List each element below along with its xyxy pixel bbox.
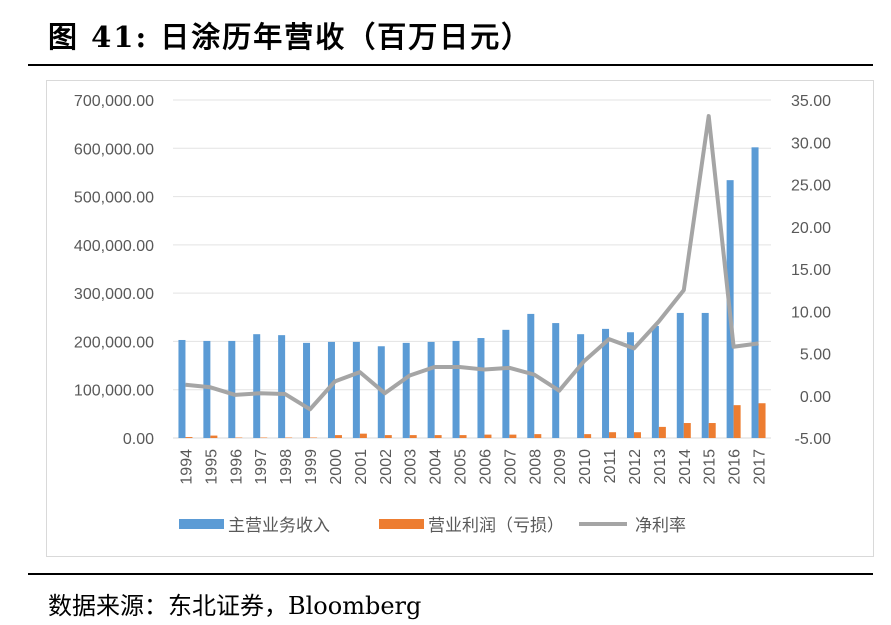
- x-tick-label: 1999: [303, 449, 320, 485]
- bar-revenue: [651, 325, 659, 438]
- bar-revenue: [253, 334, 261, 438]
- y2-tick-label: 10.00: [791, 304, 831, 321]
- x-tick-label: 2001: [353, 449, 370, 485]
- bar-operating-profit: [609, 432, 617, 438]
- legend-label: 营业利润（亏损）: [428, 516, 564, 535]
- x-tick-label: 2003: [403, 449, 420, 485]
- x-tick-label: 2007: [502, 449, 519, 485]
- bar-operating-profit: [210, 435, 218, 438]
- top-rule: [28, 64, 873, 66]
- bar-revenue: [602, 328, 610, 438]
- bar-revenue: [552, 323, 560, 438]
- bar-revenue: [203, 340, 211, 438]
- chart: 0.00 100,000.00 200,000.00 300,000.00 400,00…: [74, 93, 832, 535]
- x-tick-label: 1998: [278, 449, 295, 485]
- net-margin-line: [185, 114, 759, 412]
- bar-revenue: [303, 342, 311, 438]
- x-tick-label: 2013: [652, 449, 669, 485]
- bar-revenue: [402, 342, 410, 438]
- bar-operating-profit: [683, 423, 691, 438]
- x-tick-label: 2008: [527, 449, 544, 485]
- bar-revenue: [626, 332, 634, 438]
- bar-revenue: [527, 313, 535, 438]
- y2-tick-label: 0.00: [800, 389, 831, 406]
- x-tick-label: 2012: [627, 449, 644, 485]
- bar-revenue: [701, 312, 709, 438]
- x-tick-label: 1995: [203, 449, 220, 485]
- bar-operating-profit: [584, 434, 592, 438]
- bar-revenue: [676, 312, 684, 438]
- bar-revenue: [427, 341, 435, 438]
- y-tick-label: 300,000.00: [74, 286, 154, 303]
- y-tick-label: 600,000.00: [74, 141, 154, 158]
- bottom-rule: [28, 573, 873, 575]
- y2-tick-label: -5.00: [795, 431, 832, 448]
- bar-revenue: [178, 339, 186, 438]
- figure-title: 图 41: 日涂历年营收（百万日元）: [48, 20, 533, 54]
- y-tick-label: 100,000.00: [74, 383, 154, 400]
- bar-operating-profit: [334, 435, 342, 438]
- legend-swatch: [379, 519, 424, 529]
- bar-operating-profit: [384, 435, 392, 438]
- y2-tick-label: 5.00: [800, 347, 831, 364]
- bar-operating-profit: [633, 432, 641, 438]
- legend-label: 净利率: [635, 516, 686, 535]
- x-tick-label: 2016: [727, 449, 744, 485]
- bar-operating-profit: [509, 434, 517, 438]
- bar-operating-profit: [459, 435, 467, 438]
- bar-operating-profit: [409, 435, 417, 438]
- bar-operating-profit: [434, 435, 442, 438]
- bar-operating-profit: [658, 426, 666, 438]
- chart-frame: 0.00 100,000.00 200,000.00 300,000.00 400,00…: [46, 80, 874, 557]
- x-tick-label: 2009: [552, 449, 569, 485]
- y-tick-label: 700,000.00: [74, 93, 154, 110]
- x-tick-label: 2002: [378, 449, 395, 485]
- y-tick-label: 0.00: [123, 431, 154, 448]
- y-tick-label: 500,000.00: [74, 190, 154, 207]
- y-tick-label: 200,000.00: [74, 334, 154, 351]
- x-tick-label: 2010: [577, 449, 594, 485]
- bar-operating-profit: [758, 403, 766, 438]
- bar-revenue: [327, 341, 335, 438]
- x-tick-label: 2005: [453, 449, 470, 485]
- y2-tick-label: 30.00: [791, 135, 831, 152]
- y2-tick-label: 20.00: [791, 220, 831, 237]
- x-tick-label: 2006: [477, 449, 494, 485]
- x-tick-label: 2000: [328, 449, 345, 485]
- bar-operating-profit: [185, 437, 193, 438]
- legend-label: 主营业务收入: [228, 516, 330, 535]
- bar-operating-profit: [708, 423, 716, 438]
- x-tick-label: 2017: [752, 449, 769, 485]
- bar-revenue: [352, 341, 360, 438]
- bar-revenue: [502, 329, 510, 438]
- bar-revenue: [452, 340, 460, 438]
- source-note: 数据来源：东北证券，Bloomberg: [48, 592, 422, 620]
- bar-revenue: [751, 147, 759, 438]
- x-tick-label: 2004: [428, 449, 445, 485]
- x-tick-label: 2015: [702, 449, 719, 485]
- x-tick-label: 1996: [228, 449, 245, 485]
- bar-operating-profit: [534, 434, 542, 438]
- y2-tick-label: 35.00: [791, 93, 831, 110]
- bar-operating-profit: [359, 433, 367, 438]
- bar-revenue: [278, 335, 286, 438]
- legend-swatch: [179, 519, 224, 529]
- bar-operating-profit: [733, 405, 741, 438]
- x-tick-label: 1994: [178, 449, 195, 485]
- x-tick-label: 2011: [602, 449, 619, 484]
- bar-revenue: [477, 338, 485, 438]
- bar-revenue: [228, 340, 236, 438]
- y-tick-label: 400,000.00: [74, 238, 154, 255]
- bar-operating-profit: [484, 434, 492, 438]
- x-tick-label: 1997: [253, 449, 270, 485]
- bar-revenue: [577, 334, 585, 438]
- x-tick-label: 2014: [677, 449, 694, 485]
- y2-tick-label: 15.00: [791, 262, 831, 279]
- y2-tick-label: 25.00: [791, 178, 831, 195]
